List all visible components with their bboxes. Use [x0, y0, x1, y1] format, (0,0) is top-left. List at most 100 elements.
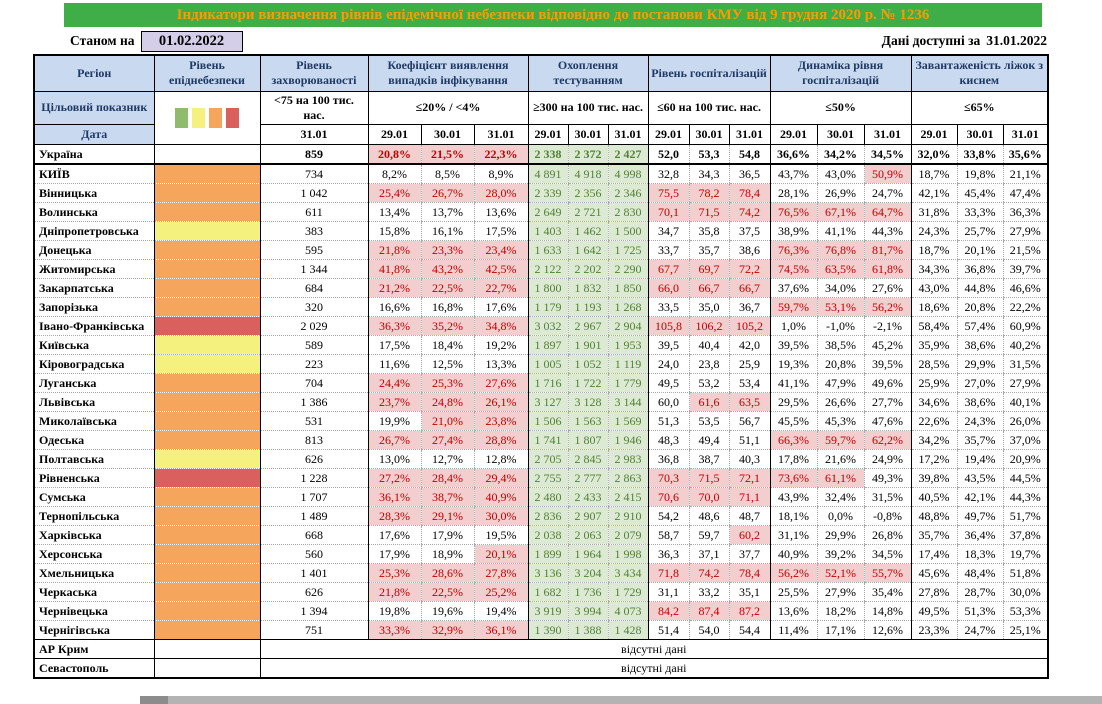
- date-cell: 29.01: [910, 123, 958, 145]
- available-date: 31.01.2022: [986, 33, 1047, 48]
- dynamics-cell: 1,0%: [769, 316, 818, 336]
- table-row: Полтавська 626 13,0% 12,7% 12,8% 2 705 2 845 2 …: [34, 449, 1049, 469]
- date-cell: 31.01: [728, 123, 771, 145]
- hosp-target: ≤60 на 100 тис. нас.: [647, 90, 771, 125]
- detection-cell: 17,9%: [420, 525, 474, 545]
- horizontal-scrollbar[interactable]: [140, 696, 1102, 704]
- detection-cell: 23,7%: [367, 392, 421, 412]
- hospitalization-cell: 35,0: [688, 297, 730, 317]
- beds-cell: 33,8%: [956, 144, 1004, 165]
- beds-cell: 44,3%: [1002, 487, 1049, 507]
- detection-cell: 16,1%: [420, 221, 474, 241]
- table-row: Хмельницька 1 401 25,3% 28,6% 27,8% 3 136 3 20…: [34, 563, 1049, 583]
- detection-cell: 20,1%: [473, 544, 529, 564]
- hospitalization-cell: 37,7: [728, 544, 771, 564]
- hospitalization-cell: 84,2: [647, 601, 690, 621]
- testing-cell: 1 500: [607, 221, 649, 241]
- beds-cell: 31,5%: [1002, 354, 1049, 374]
- incidence-cell: 704: [259, 373, 368, 393]
- detection-cell: 27,4%: [420, 430, 474, 450]
- beds-cell: 20,9%: [1002, 449, 1049, 469]
- dynamics-cell: 56,2%: [863, 297, 912, 317]
- detection-cell: 17,5%: [367, 335, 421, 355]
- testing-cell: 1 563: [567, 411, 609, 431]
- beds-cell: 45,6%: [910, 563, 958, 583]
- table-row: Дніпропетровська 383 15,8% 16,1% 17,5% 1 403 1…: [34, 221, 1049, 241]
- region-name-cell: Херсонська: [34, 544, 154, 564]
- epidemic-level-cell: [153, 563, 260, 583]
- date-cell: 31.01: [607, 123, 649, 145]
- beds-cell: 17,2%: [910, 449, 958, 469]
- region-name-cell: Вінницька: [34, 183, 154, 203]
- dynamics-cell: 74,5%: [769, 259, 818, 279]
- detection-cell: 30,0%: [473, 506, 529, 526]
- hospitalization-cell: 51,4: [647, 620, 690, 640]
- beds-cell: 48,8%: [910, 506, 958, 526]
- incidence-cell: 1 344: [259, 259, 368, 279]
- dynamics-cell: 47,9%: [816, 373, 865, 393]
- beds-cell: 28,5%: [910, 354, 958, 374]
- table-row: Херсонська 560 17,9% 18,9% 20,1% 1 899 1 964 1 …: [34, 544, 1049, 564]
- testing-cell: 1 462: [567, 221, 609, 241]
- testing-cell: 1 428: [607, 620, 649, 640]
- detection-cell: 27,2%: [367, 468, 421, 488]
- dynamics-cell: 81,7%: [863, 240, 912, 260]
- detection-cell: 25,3%: [367, 563, 421, 583]
- testing-cell: 2 372: [567, 144, 609, 165]
- scrollbar-thumb[interactable]: [140, 696, 168, 704]
- hospitalization-cell: 51,3: [647, 411, 690, 431]
- dynamics-cell: 55,7%: [863, 563, 912, 583]
- testing-cell: 3 994: [567, 601, 609, 621]
- hospitalization-cell: 34,3: [688, 163, 730, 184]
- testing-cell: 1 901: [567, 335, 609, 355]
- beds-cell: 42,1%: [910, 183, 958, 203]
- epidemic-level-cell: [153, 297, 260, 317]
- incidence-cell: 1 489: [259, 506, 368, 526]
- beds-cell: 18,7%: [910, 240, 958, 260]
- epidemic-level-cell: [153, 601, 260, 621]
- beds-cell: 45,4%: [956, 183, 1004, 203]
- dynamics-cell: 17,1%: [816, 620, 865, 640]
- column-header-incidence: Рівень захворюваності: [259, 54, 369, 92]
- dynamics-cell: 67,1%: [816, 202, 865, 222]
- beds-cell: 51,7%: [1002, 506, 1049, 526]
- detection-cell: 32,9%: [420, 620, 474, 640]
- detection-cell: 23,8%: [473, 411, 529, 431]
- testing-cell: 1 741: [527, 430, 569, 450]
- detection-cell: 8,9%: [473, 163, 529, 184]
- table-row: Севастополь відсутні дані: [34, 657, 1049, 678]
- testing-cell: 1 899: [527, 544, 569, 564]
- testing-cell: 1 268: [607, 297, 649, 317]
- testing-cell: 2 967: [567, 316, 609, 336]
- testing-cell: 2 721: [567, 202, 609, 222]
- beds-cell: 19,8%: [956, 163, 1004, 184]
- region-name-cell: АР Крим: [34, 638, 154, 659]
- region-name-cell: Івано-Франківська: [34, 316, 154, 336]
- epidemic-level-cell: [153, 183, 260, 203]
- hospitalization-cell: 53,3: [688, 144, 730, 165]
- table-row: Житомирська 1 344 41,8% 43,2% 42,5% 2 122 2 20…: [34, 259, 1049, 279]
- testing-cell: 1 193: [567, 297, 609, 317]
- testing-cell: 3 144: [607, 392, 649, 412]
- beds-cell: 27,9%: [1002, 373, 1049, 393]
- beds-cell: 46,6%: [1002, 278, 1049, 298]
- epidemic-level-cell: [153, 354, 260, 374]
- date-cell: 30.01: [567, 123, 609, 145]
- detection-cell: 19,6%: [420, 601, 474, 621]
- hospitalization-cell: 70,1: [647, 202, 690, 222]
- region-name-cell: Сумська: [34, 487, 154, 507]
- beds-cell: 57,4%: [956, 316, 1004, 336]
- dynamics-cell: 36,6%: [769, 144, 818, 165]
- detection-cell: 43,2%: [420, 259, 474, 279]
- dynamics-cell: 35,4%: [863, 582, 912, 602]
- beds-cell: 35,7%: [956, 430, 1004, 450]
- epidemic-level-cell: [153, 316, 260, 336]
- hospitalization-cell: 61,6: [688, 392, 730, 412]
- region-name-cell: Севастополь: [34, 657, 154, 678]
- dynamics-cell: 27,9%: [816, 582, 865, 602]
- dynamics-target: ≤50%: [769, 90, 912, 125]
- beds-cell: 21,5%: [1002, 240, 1049, 260]
- hospitalization-cell: 32,8: [647, 163, 690, 184]
- available-label: Дані доступні за: [881, 33, 981, 48]
